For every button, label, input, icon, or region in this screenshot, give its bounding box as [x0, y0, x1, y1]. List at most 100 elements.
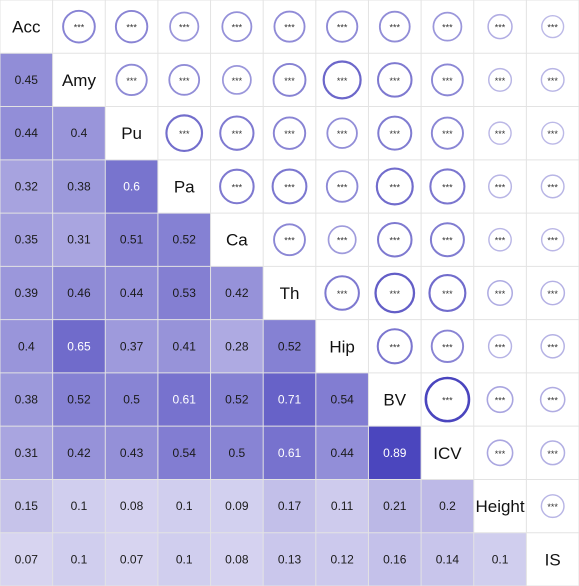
- correlation-value: 0.08: [225, 552, 249, 566]
- significance-stars: ***: [547, 502, 558, 512]
- matrix-cell-Pu-Hip: ***: [315, 106, 369, 160]
- matrix-cell-Acc-ICV: ***: [421, 0, 474, 54]
- significance-stars: ***: [547, 236, 558, 246]
- significance-stars: ***: [495, 236, 506, 246]
- matrix-cell-Amy-Acc: 0.45: [0, 53, 54, 108]
- significance-stars: ***: [337, 289, 348, 299]
- correlation-value: 0.39: [15, 286, 39, 300]
- correlation-circle: [540, 280, 566, 306]
- heat-tile: [368, 532, 422, 586]
- significance-stars: ***: [442, 236, 453, 246]
- significance-stars: ***: [284, 76, 295, 86]
- matrix-cell-BV-Pu: 0.5: [105, 372, 159, 427]
- correlation-circle: [486, 439, 514, 467]
- heat-tile: [210, 372, 264, 427]
- heat-tile: [0, 53, 54, 108]
- matrix-cell-Pu-Pa: ***: [157, 106, 211, 160]
- correlation-circle: [115, 63, 148, 97]
- correlation-value: 0.16: [383, 552, 407, 566]
- correlation-value: 0.17: [278, 499, 302, 513]
- correlation-value: 0.37: [120, 339, 144, 353]
- significance-stars: ***: [337, 236, 348, 246]
- matrix-cell-IS-Acc: 0.07: [0, 532, 54, 586]
- heat-tile: [105, 319, 159, 374]
- correlation-circle: [540, 494, 565, 519]
- correlation-circle: [272, 116, 307, 150]
- matrix-cell-IS-Hip: 0.12: [315, 532, 369, 586]
- matrix-cell-ICV-Th: 0.61: [263, 426, 317, 480]
- correlation-circle: [541, 15, 565, 39]
- correlation-value: 0.11: [331, 499, 354, 513]
- matrix-cell-Height-ICV: 0.2: [421, 479, 475, 534]
- matrix-cell-Acc-Pa: ***: [157, 0, 211, 54]
- significance-stars: ***: [284, 23, 295, 33]
- correlation-value: 0.71: [278, 393, 302, 407]
- matrix-cell-ICV-Height: ***: [473, 426, 527, 480]
- correlation-circle: [271, 168, 308, 205]
- correlation-value: 0.54: [330, 393, 354, 407]
- correlation-value: 0.44: [15, 126, 39, 140]
- significance-stars: ***: [390, 182, 401, 192]
- matrix-cell-Ca-Acc: 0.35: [0, 213, 54, 267]
- significance-stars: ***: [337, 23, 348, 33]
- matrix-cell-BV-BV: BV: [368, 372, 422, 427]
- correlation-value: 0.1: [176, 552, 193, 566]
- correlation-value: 0.15: [15, 499, 39, 513]
- significance-stars: ***: [547, 396, 558, 406]
- correlation-value: 0.5: [123, 393, 140, 407]
- heat-tile: [52, 266, 106, 321]
- matrix-cell-IS-Ca: 0.08: [210, 532, 264, 586]
- heat-tile: [0, 213, 54, 267]
- matrix-cell-Acc-Pu: ***: [105, 0, 158, 54]
- correlation-circle: [165, 114, 204, 153]
- correlation-value: 0.46: [67, 286, 91, 300]
- correlation-value: 0.4: [71, 126, 88, 140]
- matrix-cell-Height-Acc: 0.15: [0, 479, 54, 534]
- matrix-cell-ICV-Hip: 0.44: [315, 426, 369, 480]
- correlation-circle: [428, 273, 467, 313]
- heat-tile: [263, 372, 317, 427]
- matrix-cell-Amy-BV: ***: [368, 53, 422, 107]
- correlation-circle: [273, 10, 306, 43]
- matrix-cell-Hip-Acc: 0.4: [0, 319, 54, 374]
- significance-stars: ***: [547, 449, 558, 459]
- significance-stars: ***: [179, 23, 190, 33]
- matrix-cell-Pa-Ca: ***: [210, 159, 264, 214]
- correlation-circle: [488, 227, 512, 252]
- correlation-circle: [374, 272, 416, 314]
- matrix-cell-Amy-IS: ***: [526, 53, 579, 107]
- correlation-circle: [376, 62, 413, 98]
- significance-stars: ***: [390, 236, 401, 246]
- heat-tile: [263, 319, 317, 374]
- matrix-cell-Pa-Acc: 0.32: [0, 159, 54, 214]
- matrix-cell-IS-IS: IS: [526, 532, 579, 586]
- matrix-cell-Pa-Hip: ***: [315, 159, 369, 214]
- correlation-circle: [430, 329, 465, 363]
- variable-label-Height: Height: [475, 497, 524, 516]
- matrix-cell-Ca-Th: ***: [263, 213, 316, 267]
- matrix-cell-ICV-IS: ***: [526, 426, 579, 480]
- significance-stars: ***: [495, 182, 506, 192]
- correlation-value: 0.1: [71, 499, 88, 513]
- significance-stars: ***: [284, 236, 295, 246]
- correlation-value: 0.5: [229, 446, 246, 460]
- significance-stars: ***: [495, 342, 506, 352]
- heat-tile: [52, 319, 106, 374]
- heat-tile: [52, 106, 106, 161]
- correlation-value: 0.31: [67, 233, 91, 247]
- significance-stars: ***: [232, 76, 243, 86]
- variable-label-Ca: Ca: [226, 231, 248, 250]
- correlation-circle: [540, 67, 565, 92]
- correlation-circle: [326, 10, 359, 43]
- matrix-cell-Ca-Amy: 0.31: [52, 213, 106, 267]
- correlation-value: 0.14: [436, 552, 460, 566]
- correlation-circle: [376, 221, 413, 258]
- correlation-circle: [487, 13, 513, 40]
- correlation-value: 0.09: [225, 499, 249, 513]
- matrix-cell-Amy-Hip: ***: [315, 53, 369, 107]
- heat-tile: [52, 213, 106, 267]
- matrix-cell-Pu-Amy: 0.4: [52, 106, 106, 161]
- matrix-cell-Th-Hip: ***: [315, 266, 369, 320]
- heat-tile: [315, 372, 369, 427]
- matrix-cell-Ca-IS: ***: [526, 213, 579, 267]
